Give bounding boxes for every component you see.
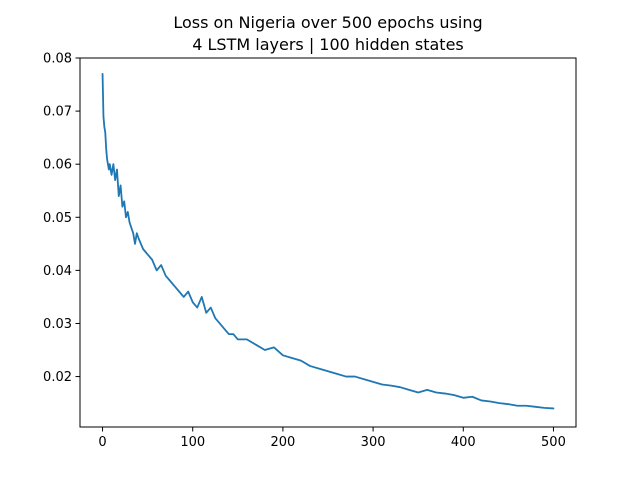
y-tick-label: 0.05 — [43, 211, 72, 226]
y-tick-label: 0.06 — [43, 158, 72, 173]
x-axis: 0 100 200 300 400 500 — [98, 427, 566, 450]
x-tick-label: 200 — [270, 435, 295, 450]
x-tick-label: 100 — [180, 435, 205, 450]
y-tick-label: 0.07 — [43, 105, 72, 120]
chart-title-line-1: Loss on Nigeria over 500 epochs using — [173, 13, 482, 32]
x-tick-label: 500 — [541, 435, 566, 450]
x-tick-label: 0 — [98, 435, 106, 450]
y-tick-label: 0.08 — [43, 52, 72, 67]
plot-area — [101, 73, 555, 410]
axes-frame — [79, 57, 577, 428]
x-tick-label: 300 — [361, 435, 386, 450]
y-axis: 0.02 0.03 0.04 0.05 0.06 0.07 0.08 — [43, 52, 80, 385]
y-tick-label: 0.04 — [43, 264, 72, 279]
loss-series-line-0 — [101, 73, 555, 410]
chart-title-line-2: 4 LSTM layers | 100 hidden states — [192, 35, 464, 54]
x-tick-label: 400 — [451, 435, 476, 450]
y-tick-label: 0.02 — [43, 370, 72, 385]
y-tick-label: 0.03 — [43, 317, 72, 332]
